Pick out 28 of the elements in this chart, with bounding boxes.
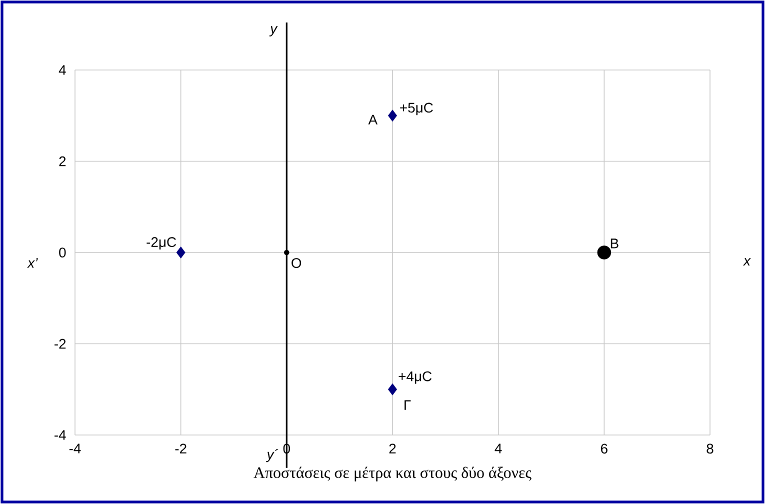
annotation: B [610,238,618,248]
text: y [269,26,278,36]
x-axis-title: Αποστάσεις σε μέτρα και στους δύο άξονες [254,466,532,482]
text: x’ [27,258,38,268]
point [388,110,397,122]
annotation: A [368,114,378,124]
y-tick-label: -4 [54,430,66,440]
x-tick-label: -4 [69,444,81,454]
annotation: +4μC [398,371,432,384]
y-tick-label: 2 [59,156,66,166]
y-tick-label: -2 [54,338,66,349]
y-tick-label: 4 [58,65,66,75]
text: x [742,258,751,266]
annotation: +5μC [400,102,433,116]
point [388,384,397,396]
y-tick-label: 0 [59,248,66,258]
annotation: -2μC [146,237,176,250]
x-tick-label: 4 [494,444,502,454]
point [176,246,186,258]
x-tick-label: -2 [175,444,186,454]
point [597,246,612,260]
x-tick-label: 6 [601,444,608,454]
text: y´ [266,448,278,462]
point [284,250,290,256]
annotation: Γ [404,400,411,410]
x-tick-label: 8 [706,444,714,454]
annotation: O [292,258,302,268]
x-tick-label: 2 [389,444,396,454]
